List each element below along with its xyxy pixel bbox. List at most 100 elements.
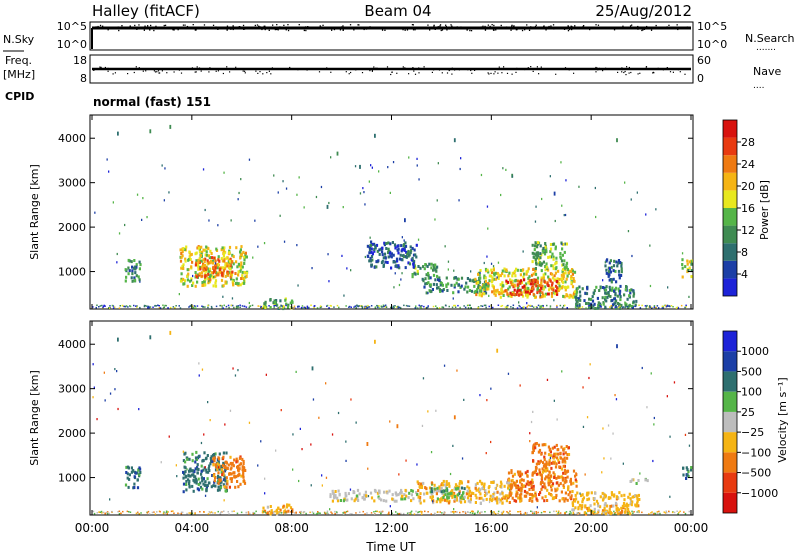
- velocity-cell: [532, 459, 535, 463]
- velocity-cell: [228, 513, 230, 515]
- power-cell: [371, 258, 374, 262]
- velocity-cell: [222, 473, 225, 477]
- power-cell: [228, 249, 231, 253]
- power-cell: [602, 302, 605, 306]
- velocity-cell: [509, 490, 512, 494]
- velocity-cell: [586, 491, 589, 495]
- velocity-cell: [329, 493, 332, 497]
- velocity-cell: [468, 489, 472, 493]
- power-cell: [368, 306, 371, 308]
- velocity-cell: [233, 474, 236, 478]
- power-cell: [550, 264, 553, 268]
- power-cell: [563, 266, 566, 270]
- velocity-cell: [488, 497, 492, 501]
- noise-point: [276, 24, 278, 26]
- power-cell: [392, 260, 395, 264]
- power-cell: [614, 269, 617, 273]
- velocity-cell: [424, 510, 426, 513]
- velocity-cell: [242, 468, 245, 472]
- power-cell: [477, 281, 480, 284]
- nave-point: [617, 71, 619, 73]
- power-cell: [453, 285, 456, 289]
- velocity-cell: [609, 504, 612, 508]
- power-colorbar-label: Power [dB]: [758, 180, 771, 240]
- velocity-cell: [286, 503, 289, 507]
- velocity-cell: [203, 511, 205, 513]
- power-cell: [159, 307, 162, 309]
- nave-point: [423, 66, 425, 68]
- velocity-cell: [166, 513, 168, 515]
- velocity-cell: [635, 494, 638, 498]
- power-cell: [509, 294, 512, 298]
- power-cell: [222, 295, 224, 298]
- noise-point: [550, 25, 552, 27]
- noise-point: [324, 26, 327, 28]
- power-cell: [383, 305, 385, 308]
- velocity-cell: [217, 481, 220, 485]
- velocity-cell: [441, 483, 444, 487]
- velocity-cell: [601, 513, 603, 515]
- nave-point: [259, 71, 261, 73]
- power-cell: [551, 272, 554, 276]
- noise-point: [375, 27, 377, 30]
- velocity-cell: [586, 498, 589, 502]
- velocity-cell: [423, 492, 426, 496]
- velocity-cell: [242, 473, 245, 477]
- power-cell: [620, 262, 623, 265]
- velocity-cell: [187, 474, 190, 478]
- velocity-cell: [318, 512, 320, 514]
- power-cell: [306, 305, 309, 308]
- velocity-cell: [410, 510, 413, 513]
- velocity-cell: [437, 511, 439, 513]
- velocity-cell: [557, 475, 560, 479]
- velocity-cell: [537, 472, 540, 476]
- power-cell: [520, 291, 523, 295]
- power-cell: [149, 306, 152, 308]
- velocity-cell: [197, 477, 200, 481]
- power-cell: [530, 282, 533, 286]
- power-cell: [439, 283, 442, 287]
- velocity-cell: [487, 490, 490, 494]
- power-cell: [378, 307, 381, 309]
- velocity-cell: [537, 511, 539, 514]
- velocity-cell: [636, 499, 639, 503]
- velocity-cell: [513, 481, 516, 485]
- power-cell: [604, 261, 606, 264]
- velocity-cell: [615, 504, 618, 508]
- velocity-cell: [217, 466, 219, 469]
- power-cell: [492, 268, 495, 272]
- velocity-cell: [554, 487, 556, 490]
- velocity-cell: [352, 491, 355, 495]
- power-cell: [481, 292, 484, 296]
- power-cell: [593, 302, 596, 306]
- power-cell: [142, 197, 144, 200]
- noise-point: [173, 29, 175, 31]
- velocity-cell: [133, 475, 136, 479]
- velocity-cell: [210, 455, 213, 459]
- power-cell: [494, 289, 497, 293]
- nave-point: [391, 71, 393, 73]
- power-cell: [525, 286, 528, 290]
- nave-point: [214, 68, 216, 70]
- power-cell: [294, 307, 296, 309]
- velocity-cell: [508, 501, 511, 504]
- power-cell: [411, 275, 414, 279]
- velocity-cell: [629, 480, 632, 483]
- nave-point: [412, 67, 414, 69]
- velocity-cell: [468, 494, 471, 498]
- noise-point: [441, 29, 444, 31]
- power-cell: [182, 247, 185, 250]
- velocity-cell: [544, 511, 546, 513]
- velocity-cell: [525, 494, 528, 498]
- velocity-cell: [475, 488, 478, 492]
- velocity-cell: [508, 481, 511, 485]
- power-colorbar-swatch: [723, 208, 737, 226]
- power-cell: [579, 294, 582, 298]
- velocity-cell: [442, 494, 445, 497]
- power-cell: [501, 272, 504, 276]
- power-cell: [603, 286, 606, 290]
- power-cell: [232, 282, 235, 286]
- power-cell: [438, 278, 441, 282]
- velocity-cell: [408, 491, 411, 495]
- velocity-cell: [209, 462, 212, 466]
